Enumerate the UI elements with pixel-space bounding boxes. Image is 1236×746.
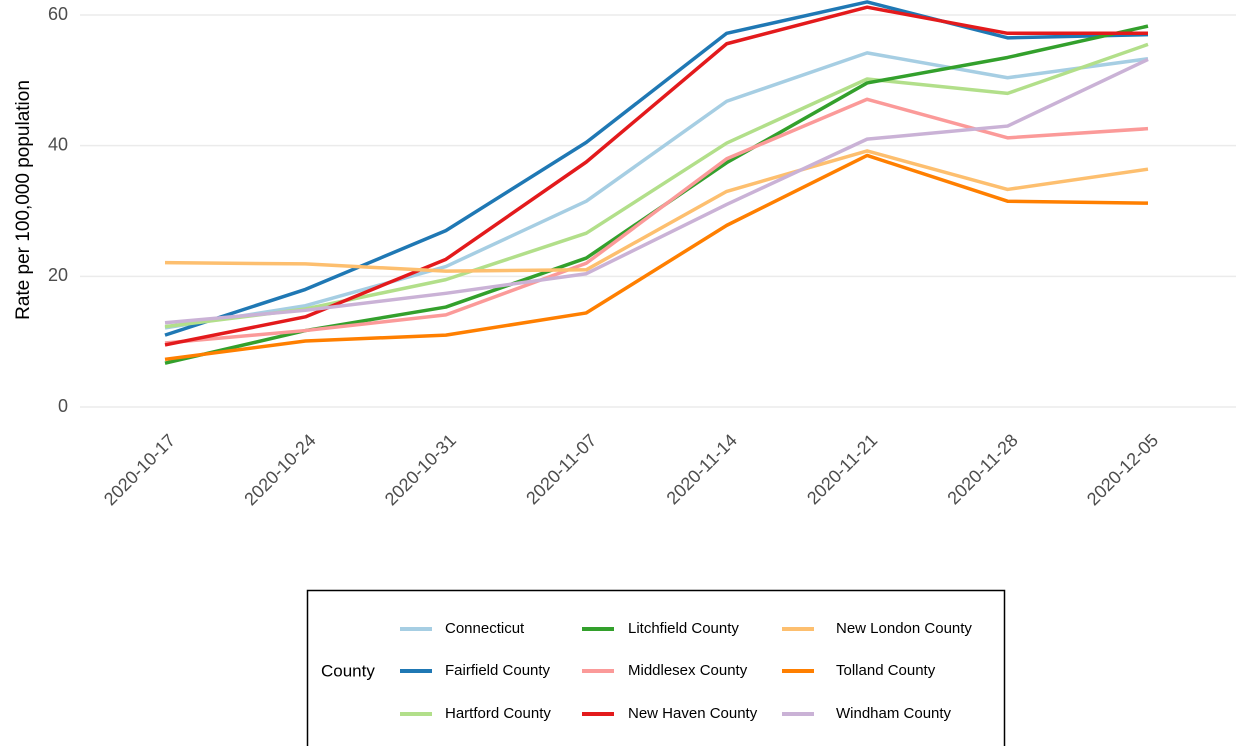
legend-label: Hartford County (445, 705, 551, 722)
series-line (164, 97, 1149, 345)
x-tick-label: 2020-11-21 (803, 430, 881, 508)
y-tick-label: 40 (48, 134, 68, 154)
legend-label: Middlesex County (628, 662, 748, 679)
legend-box (306, 589, 1006, 746)
legend-label: Tolland County (836, 662, 936, 679)
y-axis-title: Rate per 100,000 population (13, 80, 34, 320)
x-tick-label: 2020-12-05 (1083, 430, 1162, 509)
series-line (164, 57, 1149, 325)
legend-title: County (321, 661, 375, 680)
legend-label: New London County (836, 620, 972, 637)
plot: 0 20 40 60 2020-10-17 2020-10-24 2020-10-31 202… (48, 0, 1236, 509)
legend-label: Windham County (836, 705, 952, 722)
series-line (164, 42, 1149, 329)
x-tick-label: 2020-10-24 (240, 430, 319, 509)
x-tick-label: 2020-10-31 (381, 430, 460, 509)
x-tick-label: 2020-10-17 (100, 430, 179, 509)
y-tick-label: 0 (58, 396, 68, 416)
series-line (164, 149, 1149, 273)
legend-label: Litchfield County (628, 620, 739, 637)
x-tick-label: 2020-11-14 (663, 430, 741, 508)
series-line (164, 51, 1149, 330)
series-line (164, 0, 1149, 337)
series-line (164, 153, 1149, 362)
y-tick-label: 20 (48, 265, 68, 285)
legend-label: Connecticut (445, 620, 525, 637)
x-tick-label: 2020-11-07 (522, 430, 600, 508)
x-tick-label: 2020-11-28 (943, 430, 1021, 508)
legend-label: New Haven County (628, 705, 758, 722)
y-tick-label: 60 (48, 4, 68, 24)
legend-label: Fairfield County (445, 662, 551, 679)
